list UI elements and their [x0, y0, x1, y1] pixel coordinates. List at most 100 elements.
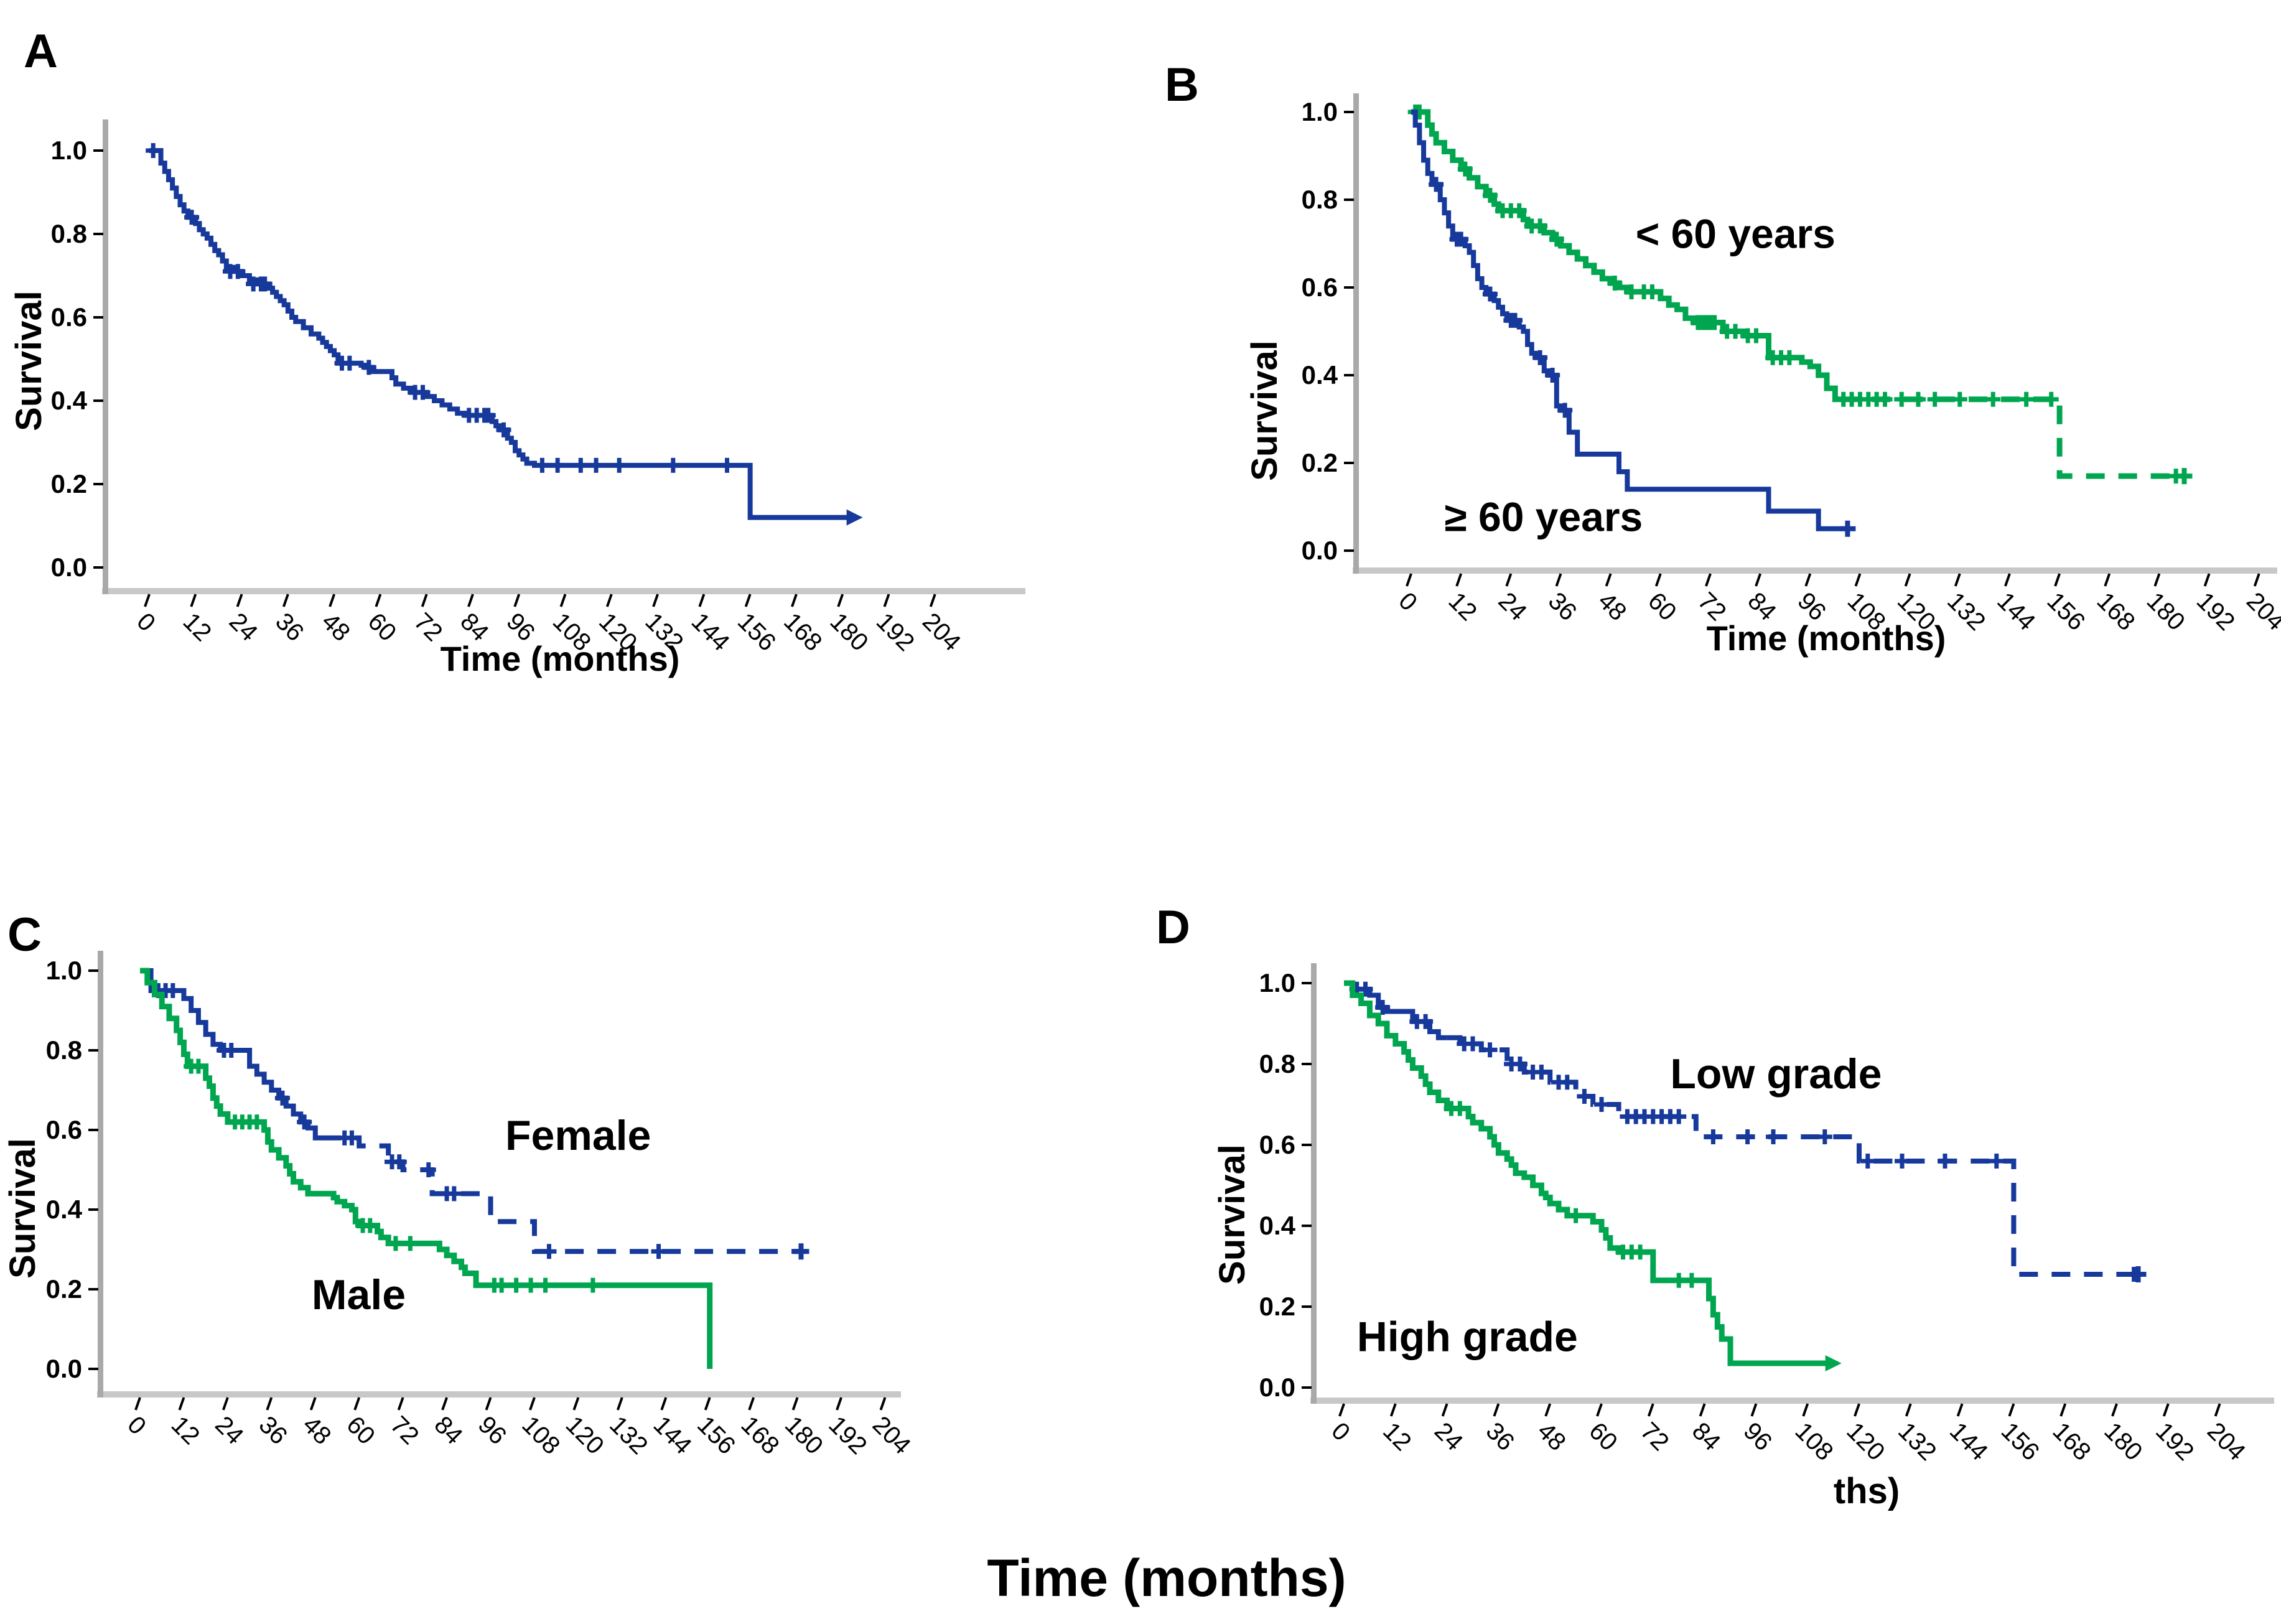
y-tick-label: 1.0: [1302, 97, 1338, 126]
y-axis-title: Survival: [1244, 340, 1285, 481]
x-tick: [1956, 1403, 1964, 1417]
group-label: Male: [312, 1271, 406, 1318]
x-tick-label: 204: [2241, 587, 2281, 636]
x-tick: [748, 1397, 755, 1411]
x-tick: [222, 1397, 229, 1411]
x-tick-label: 108: [516, 1411, 565, 1460]
x-tick: [282, 594, 289, 607]
km-curve-dashed: [322, 1135, 801, 1254]
x-tick-label: 0: [1393, 587, 1422, 617]
x-tick-label: 96: [1738, 1417, 1778, 1457]
x-axis-title: ths): [1834, 1471, 1900, 1511]
x-tick-label: 144: [1992, 587, 2040, 636]
x-tick-label: 192: [2150, 1417, 2199, 1466]
x-tick-label: 108: [1789, 1417, 1838, 1466]
y-tick-label: 1.0: [1259, 968, 1295, 997]
group-label: High grade: [1357, 1314, 1578, 1361]
x-tick: [1750, 1403, 1758, 1417]
y-tick-label: 0.6: [46, 1115, 82, 1144]
x-tick-label: 192: [823, 1411, 872, 1460]
y-tick-label: 0.6: [1302, 273, 1338, 302]
x-tick: [2153, 573, 2161, 587]
x-tick-label: 180: [2142, 587, 2190, 636]
x-axis-line: [1353, 567, 2277, 574]
y-tick-label: 0.0: [46, 1354, 82, 1383]
panel-B: B0.00.20.40.60.81.00 12 24 36 48 60 72 84 96 108 1…: [1165, 58, 2281, 658]
x-tick-label: 132: [1893, 1417, 1941, 1466]
x-tick: [1802, 1403, 1809, 1417]
x-tick-label: 168: [735, 1411, 784, 1460]
x-tick: [1699, 1403, 1706, 1417]
y-tick-label: 0.2: [46, 1274, 82, 1304]
x-tick-label: 84: [429, 1411, 468, 1450]
x-tick: [652, 594, 659, 607]
x-tick-label: 36: [254, 1411, 293, 1450]
x-tick: [1954, 573, 1961, 587]
x-tick-label: 12: [178, 608, 217, 647]
y-tick-label: 0.8: [51, 219, 87, 248]
x-tick-label: 24: [1493, 587, 1532, 627]
x-tick: [2253, 573, 2260, 587]
y-tick-label: 0.8: [1302, 185, 1338, 214]
x-tick-label: 180: [780, 1411, 828, 1460]
x-tick-label: 12: [166, 1411, 205, 1450]
x-tick-label: 156: [692, 1411, 740, 1460]
x-tick-label: 12: [1378, 1417, 1417, 1457]
x-tick-label: 168: [2091, 587, 2140, 636]
x-tick-label: 180: [2099, 1417, 2147, 1466]
x-tick-label: 204: [867, 1411, 916, 1460]
x-tick: [1654, 573, 1662, 587]
x-tick: [1647, 1403, 1654, 1417]
x-axis-line: [102, 588, 1025, 594]
y-tick-label: 0.8: [46, 1035, 82, 1065]
x-tick-label: 156: [732, 608, 781, 656]
y-tick-label: 0.2: [1259, 1292, 1295, 1321]
x-tick: [1389, 1403, 1397, 1417]
y-tick-label: 0.6: [51, 302, 87, 332]
x-tick: [1854, 1403, 1860, 1417]
x-tick: [836, 1397, 842, 1411]
x-tick: [1804, 573, 1812, 587]
x-tick: [1755, 573, 1762, 587]
x-tick-label: 144: [648, 1411, 697, 1460]
group-label: Low grade: [1670, 1050, 1882, 1098]
x-tick-label: 168: [778, 608, 827, 656]
x-tick-label: 24: [1429, 1417, 1468, 1457]
x-tick-label: 0: [131, 608, 161, 637]
y-tick-label: 0.4: [51, 386, 88, 415]
panel-C: C0.00.20.40.60.81.00 12 24 36 48 60 72 84 96 1081…: [2, 908, 916, 1460]
x-tick-label: 0: [1326, 1417, 1355, 1447]
x-tick-label: 36: [270, 608, 309, 647]
x-tick: [1406, 573, 1412, 587]
x-tick: [513, 594, 521, 607]
x-tick: [744, 594, 752, 607]
y-tick-label: 0.8: [1259, 1049, 1295, 1078]
x-tick: [309, 1397, 317, 1411]
km-curve: [140, 968, 713, 1369]
y-axis-line: [98, 951, 103, 1398]
x-tick-label: 48: [297, 1411, 337, 1450]
y-axis-line: [1353, 93, 1359, 574]
x-tick-label: 12: [1443, 587, 1482, 627]
x-tick: [2111, 1403, 2118, 1417]
x-tick: [1338, 1403, 1345, 1417]
x-tick: [144, 594, 151, 607]
x-tick: [837, 594, 844, 607]
x-tick: [1596, 1403, 1603, 1417]
x-tick: [1904, 573, 1911, 587]
panel-D: D0.00.20.40.60.81.00 12 24 36 48 60 72 84 96 108 1…: [1156, 901, 2274, 1511]
x-tick-label: 204: [917, 608, 966, 656]
x-tick: [572, 1397, 580, 1411]
x-tick-label: 24: [224, 608, 263, 647]
x-tick: [329, 594, 336, 607]
x-tick-label: 120: [1841, 1417, 1890, 1466]
x-tick: [236, 594, 243, 607]
x-tick: [485, 1397, 492, 1411]
x-tick: [353, 1397, 361, 1411]
group-label: Female: [505, 1112, 651, 1159]
panel-letter-D: D: [1156, 901, 1190, 954]
panel-A: A0.00.20.40.60.81.00 12 24 36 48 60 72 84 96 1081…: [9, 25, 1025, 678]
x-axis-line: [97, 1391, 901, 1398]
x-axis-title: Time (months): [1707, 618, 1946, 658]
